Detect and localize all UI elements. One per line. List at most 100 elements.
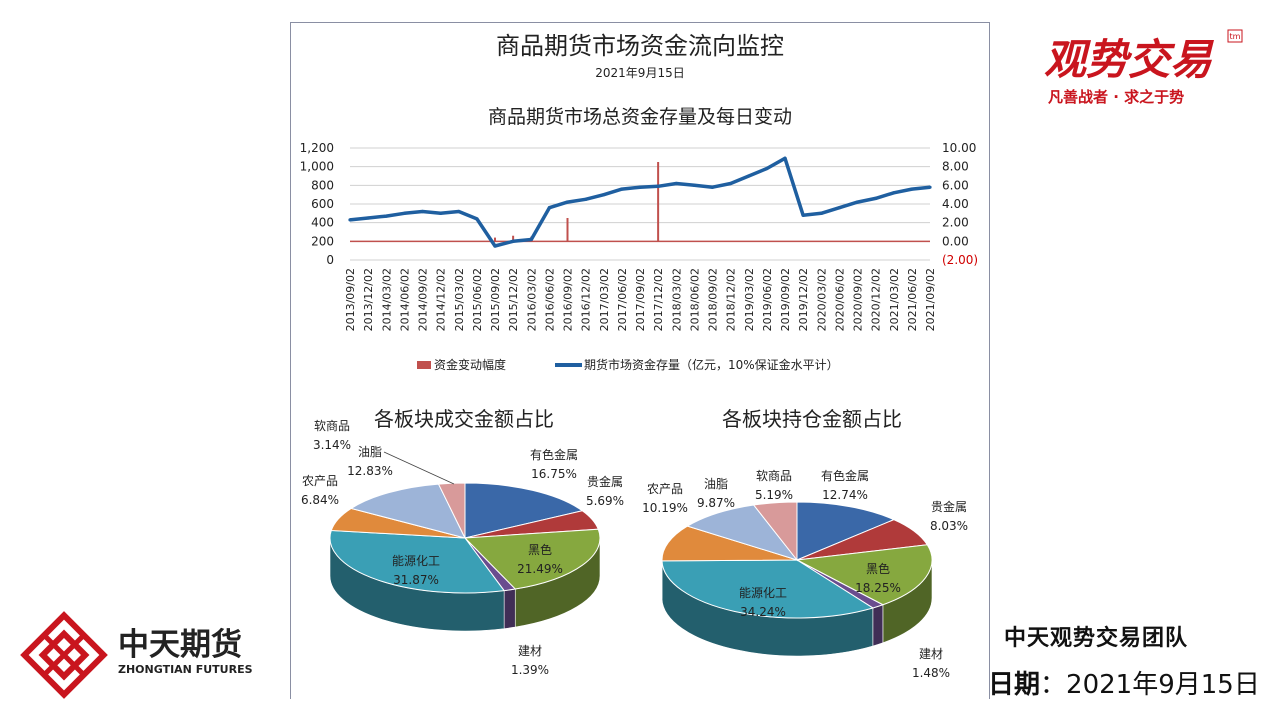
- fund-stock-point: [493, 244, 497, 248]
- footer-date-value: 2021年9月15日: [1066, 670, 1260, 700]
- pie-slice-label: 软商品: [756, 468, 792, 483]
- x-tick-label: 2019/09/02: [779, 268, 792, 331]
- x-tick-label: 2021/09/02: [924, 268, 937, 331]
- fund-stock-point: [855, 200, 860, 204]
- y-right-tick-label: 6.00: [942, 178, 969, 192]
- x-tick-label: 2019/12/02: [797, 268, 810, 331]
- pie-slice-value: 8.03%: [930, 519, 968, 533]
- fund-stock-line: [349, 156, 931, 248]
- fund-stock-point: [439, 211, 443, 215]
- legend-swatch-change: [417, 361, 431, 369]
- x-tick-label: 2018/09/02: [707, 268, 720, 331]
- pie-slice-label: 贵金属: [587, 474, 623, 489]
- change-bar: [566, 218, 569, 242]
- pie-slice-label: 能源化工: [739, 586, 787, 600]
- x-tick-label: 2018/06/02: [688, 268, 701, 331]
- pie-slice: [464, 482, 584, 539]
- footer-date-label: 日期: [988, 670, 1041, 700]
- x-tick-label: 2017/12/02: [652, 268, 665, 331]
- pie-slice-value: 12.83%: [347, 464, 393, 478]
- fund-stock-point: [402, 211, 406, 215]
- y-left-tick-label: 1,000: [300, 160, 334, 174]
- fund-stock-point: [928, 185, 932, 189]
- fund-stock-point: [348, 218, 352, 222]
- fund-stock-point: [475, 217, 479, 221]
- fund-stock-point: [656, 184, 660, 188]
- fund-stock-point: [565, 200, 570, 204]
- x-tick-label: 2016/03/02: [525, 268, 538, 331]
- x-tick-label: 2014/09/02: [417, 268, 430, 331]
- pie-slice-label: 农产品: [302, 474, 338, 488]
- footer-date: 日期：2021年9月15日: [988, 664, 1260, 701]
- fund-stock-point: [801, 213, 805, 217]
- brand-logo-text: 观势交易: [1044, 35, 1214, 84]
- pie-slice-label: 油脂: [704, 476, 728, 491]
- pie-slice-value: 16.75%: [531, 467, 577, 481]
- pie-slice-label: 能源化工: [392, 554, 440, 568]
- pie-slice-value: 31.87%: [393, 573, 439, 587]
- fund-stock-point: [511, 239, 515, 243]
- company-name-en: ZHONGTIAN FUTURES: [118, 663, 253, 676]
- x-tick-label: 2019/06/02: [761, 268, 774, 331]
- pie-slice: [661, 525, 798, 562]
- fund-stock-point: [366, 216, 370, 220]
- fund-stock-point: [457, 209, 461, 214]
- pie-side-wall: [872, 604, 884, 647]
- fund-stock-point: [874, 196, 878, 200]
- x-tick-label: 2013/12/02: [362, 268, 375, 331]
- line-chart-title: 商品期货市场总资金存量及每日变动: [487, 106, 792, 128]
- pie-slice-value: 34.24%: [740, 605, 786, 619]
- pie-slice-label: 黑色: [866, 562, 890, 576]
- x-tick-label: 2015/12/02: [507, 268, 520, 331]
- x-tick-label: 2013/09/02: [344, 268, 357, 331]
- x-tick-label: 2016/09/02: [562, 268, 575, 331]
- x-tick-label: 2020/06/02: [833, 268, 846, 331]
- pie-slice-value: 1.39%: [511, 663, 549, 677]
- x-tick-label: 2017/03/02: [598, 268, 611, 331]
- fund-stock-point: [710, 185, 715, 189]
- x-tick-label: 2016/12/02: [580, 268, 593, 331]
- fund-stock-point: [783, 156, 787, 160]
- pie-slice-label: 黑色: [528, 543, 552, 557]
- pie-slice: [752, 501, 798, 562]
- change-bar: [512, 235, 515, 242]
- pie-slice-value: 3.14%: [313, 438, 351, 452]
- pie-slice: [463, 528, 601, 590]
- y-left-tick-label: 800: [311, 178, 334, 192]
- pie-slice-value: 1.48%: [912, 666, 950, 680]
- y-right-tick-label: 2.00: [942, 216, 969, 230]
- change-bar: [494, 237, 496, 242]
- legend-label-stock: 期货市场资金存量（亿元，10%保证金水平计）: [584, 357, 839, 372]
- y-right-tick-label: (2.00): [942, 253, 978, 267]
- pie-slice: [686, 504, 799, 561]
- fund-flow-line-chart: 1,200 1,000 800 600 400 200 0 10.00 8.00 6.00 4.00…: [300, 141, 978, 372]
- x-tick-label: 2015/09/02: [489, 268, 502, 331]
- company-name-cn: 中天期货: [118, 627, 242, 663]
- fund-stock-point: [602, 193, 606, 197]
- fund-stock-point: [747, 174, 751, 178]
- pie-slice-label: 农产品: [647, 482, 683, 496]
- pie-slice: [349, 483, 466, 539]
- pie-slice-label: 建材: [919, 647, 943, 661]
- x-tick-label: 2020/03/02: [815, 268, 828, 331]
- brand-slogan: 凡善战者 · 求之于势: [1048, 88, 1184, 106]
- pie-side-wall: [503, 588, 516, 629]
- fund-stock-point: [819, 211, 823, 215]
- change-bar: [657, 162, 660, 242]
- fund-stock-point: [692, 183, 696, 187]
- fund-stock-point: [892, 191, 896, 195]
- x-tick-label: 2018/03/02: [670, 268, 683, 331]
- fund-stock-point: [910, 187, 914, 191]
- team-name: 中天观势交易团队: [1004, 626, 1189, 651]
- pie-slice-value: 10.19%: [642, 501, 688, 515]
- page-title: 商品期货市场资金流向监控: [496, 32, 784, 60]
- x-tick-label: 2014/06/02: [398, 268, 411, 331]
- pie-slice: [795, 544, 933, 606]
- y-left-tick-label: 400: [311, 216, 334, 230]
- pie-slice-value: 5.19%: [755, 488, 793, 502]
- pie-slice-value: 9.87%: [697, 496, 735, 510]
- y-left-tick-label: 200: [311, 234, 334, 248]
- fund-stock-point: [620, 187, 624, 191]
- y-left-tick-label: 600: [311, 197, 334, 211]
